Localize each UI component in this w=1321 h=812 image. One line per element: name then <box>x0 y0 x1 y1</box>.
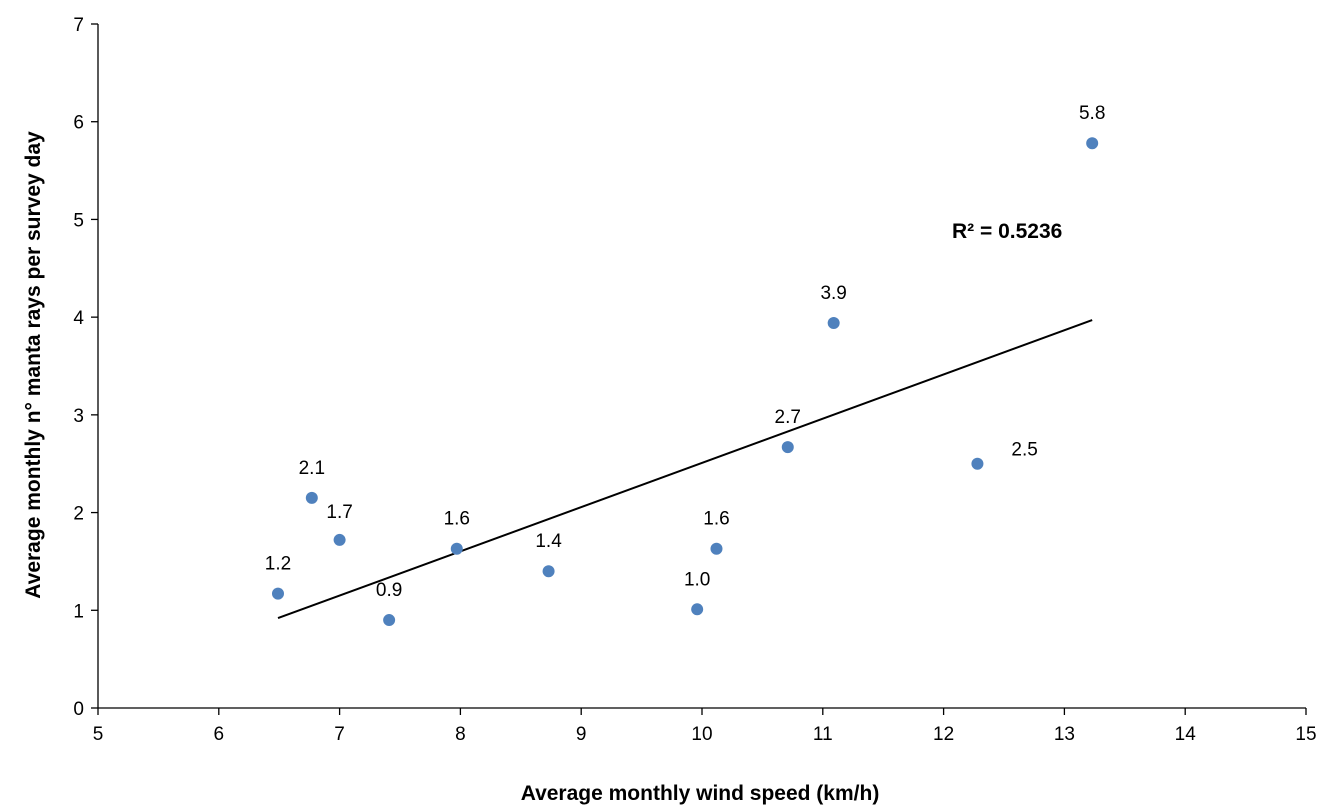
data-label: 1.6 <box>444 509 470 530</box>
trendline <box>277 319 1093 620</box>
data-label: 1.6 <box>703 509 729 530</box>
y-tick-label: 1 <box>73 601 84 622</box>
x-tick-label: 7 <box>334 724 345 745</box>
data-label: 2.1 <box>299 458 325 479</box>
data-point <box>542 565 555 578</box>
x-tick-label: 5 <box>93 724 104 745</box>
x-axis-title: Average monthly wind speed (km/h) <box>521 782 880 805</box>
data-point <box>333 533 346 546</box>
data-point <box>305 491 318 504</box>
data-point <box>827 317 840 330</box>
y-tick-label: 0 <box>73 699 84 720</box>
data-label: 0.9 <box>376 580 402 601</box>
data-point <box>271 587 284 600</box>
data-label: 1.0 <box>684 569 710 590</box>
x-tick-label: 13 <box>1054 724 1075 745</box>
data-point <box>710 542 723 555</box>
y-tick-label: 2 <box>73 504 84 525</box>
y-tick-label: 5 <box>73 210 84 231</box>
y-tick-label: 7 <box>73 15 84 36</box>
data-label: 2.5 <box>1011 440 1037 461</box>
trendline-layer <box>277 319 1093 620</box>
data-label: 1.2 <box>265 554 291 575</box>
data-point <box>1086 137 1099 150</box>
y-tick-label: 3 <box>73 406 84 427</box>
data-labels-layer: 1.2 2.1 1.7 0.9 1.6 1.4 1.0 1.6 2.7 3.9 2.5 5.8 <box>265 103 1106 601</box>
x-tick-label: 10 <box>691 724 712 745</box>
x-tick-label: 14 <box>1175 724 1197 745</box>
data-point <box>971 457 984 470</box>
data-label: 1.7 <box>326 502 352 523</box>
y-axis-title: Average monthly n° manta rays per survey… <box>22 131 45 599</box>
x-tick-label: 11 <box>813 724 833 745</box>
y-tick-label: 6 <box>73 113 84 134</box>
data-point <box>383 614 396 627</box>
y-tick-label: 4 <box>73 308 84 329</box>
data-label: 2.7 <box>775 407 801 428</box>
x-tick-label: 8 <box>455 724 466 745</box>
data-point <box>450 542 463 555</box>
x-tick-label: 12 <box>933 724 954 745</box>
data-point <box>781 441 794 454</box>
r-squared-annotation: R² = 0.5236 <box>952 220 1062 243</box>
x-tick-label: 9 <box>576 724 587 745</box>
data-label: 3.9 <box>820 283 846 304</box>
x-tick-label: 15 <box>1295 724 1316 745</box>
data-label: 5.8 <box>1079 103 1105 124</box>
data-point <box>691 603 704 616</box>
points-layer <box>271 137 1099 627</box>
data-label: 1.4 <box>535 531 562 552</box>
x-tick-label: 6 <box>214 724 225 745</box>
